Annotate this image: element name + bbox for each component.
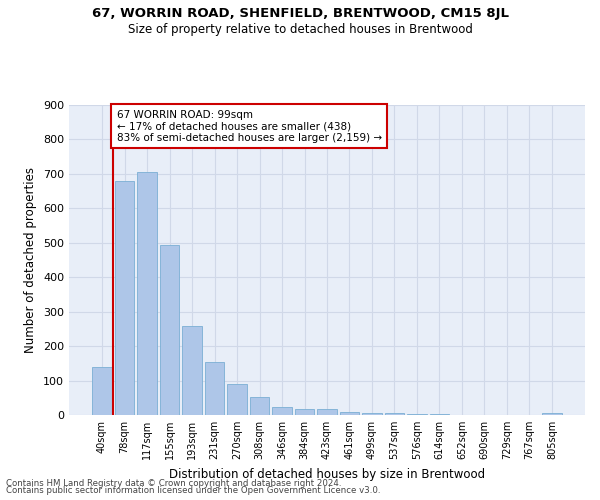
Bar bbox=[295, 409, 314, 415]
Text: Contains HM Land Registry data © Crown copyright and database right 2024.: Contains HM Land Registry data © Crown c… bbox=[6, 478, 341, 488]
Bar bbox=[407, 414, 427, 415]
Bar bbox=[317, 409, 337, 415]
Bar bbox=[227, 384, 247, 415]
X-axis label: Distribution of detached houses by size in Brentwood: Distribution of detached houses by size … bbox=[169, 468, 485, 480]
Text: 67, WORRIN ROAD, SHENFIELD, BRENTWOOD, CM15 8JL: 67, WORRIN ROAD, SHENFIELD, BRENTWOOD, C… bbox=[91, 8, 509, 20]
Bar bbox=[340, 412, 359, 415]
Text: Contains public sector information licensed under the Open Government Licence v3: Contains public sector information licen… bbox=[6, 486, 380, 495]
Bar bbox=[542, 414, 562, 415]
Y-axis label: Number of detached properties: Number of detached properties bbox=[25, 167, 37, 353]
Bar bbox=[115, 182, 134, 415]
Bar bbox=[250, 397, 269, 415]
Text: Size of property relative to detached houses in Brentwood: Size of property relative to detached ho… bbox=[128, 22, 472, 36]
Bar bbox=[272, 407, 292, 415]
Bar bbox=[92, 368, 112, 415]
Bar bbox=[205, 362, 224, 415]
Bar bbox=[160, 245, 179, 415]
Bar bbox=[385, 414, 404, 415]
Bar bbox=[362, 412, 382, 415]
Text: 67 WORRIN ROAD: 99sqm
← 17% of detached houses are smaller (438)
83% of semi-det: 67 WORRIN ROAD: 99sqm ← 17% of detached … bbox=[116, 110, 382, 143]
Bar bbox=[137, 172, 157, 415]
Bar bbox=[182, 326, 202, 415]
Bar bbox=[430, 414, 449, 415]
